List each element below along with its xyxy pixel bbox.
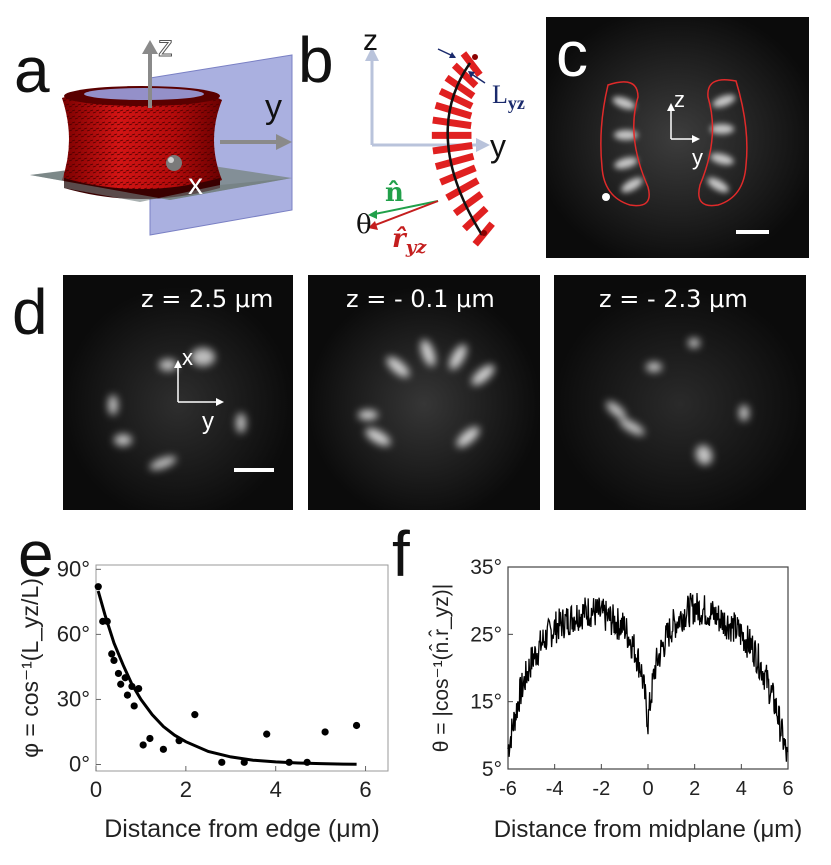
panel-a-3d-render [30,40,293,236]
panel-label-a: a [14,34,50,106]
y-tick-label-f: 5° [482,758,502,781]
panel-label-d: d [12,276,48,348]
director-rod [462,205,489,232]
r-hat-symbol: r̂ [392,224,406,254]
y-tick-label-e: 90° [57,556,90,581]
data-point-e [285,758,293,766]
x-tick-label-e: 2 [180,777,192,802]
x-axis-label-e: Distance from edge (μm) [104,815,380,843]
data-point-e [103,617,111,625]
panel-c-axis-y: y [692,145,703,170]
panel-b-L-label: Lyz [492,80,525,114]
x-tick-label-f: -6 [499,778,517,800]
director-rod [445,177,480,201]
panel-d-axes [174,360,224,406]
plot-frame-e [95,564,389,772]
x-tick-label-f: 4 [736,778,747,800]
L-subscript: yz [507,93,525,114]
x-tick-label-e: 0 [90,777,102,802]
y-axis-label-f: θ = |cos⁻¹(n̂.r̂_yz)| [429,584,453,752]
panel-d-axis-x: x [182,345,193,370]
data-point-e [321,728,329,736]
director-rod [438,87,474,110]
data-point-e [352,721,361,730]
y-tick-label-f: 35° [470,556,502,579]
data-point-e [146,734,154,743]
panel-d-scale-bar [234,468,274,472]
x-tick-label-f: 6 [782,778,793,800]
panel-b-theta: θ [356,210,372,240]
director-rod [460,51,483,77]
panel-a-axis-z: z [158,30,174,64]
data-point-e [121,674,129,682]
x-tick-label-e: 6 [359,777,371,802]
slice-1-depth: z = 2.5 μm [141,285,274,313]
panel-label-f: f [392,518,410,590]
data-point-e [135,685,143,693]
data-point-e [175,737,183,745]
director-rod [452,191,484,217]
y-tick-label-e: 30° [57,686,90,711]
director-rod [434,101,473,120]
panel-c-axis-z: z [674,87,685,112]
y-tick-label-e: 60° [57,621,90,646]
panel-b-axis-y: y [490,128,506,164]
panel-d-axis-y: y [202,408,214,435]
chart-e: 0 2 4 60°30°60°90°Distance from edge (μm)φ … [17,556,389,843]
y-tick-label-e: 0° [69,751,90,776]
director-rod [444,74,476,100]
slice-2-depth: z = - 0.1 μm [346,285,495,313]
data-point-e [123,691,132,699]
panel-b-r-hat: r̂yz [392,224,426,258]
L-symbol: L [492,80,508,109]
data-point-e [94,583,102,591]
panel-a-axis-y: y [265,88,282,126]
x-tick-label-f: 0 [642,778,653,800]
data-point-e [240,758,248,766]
x-tick-label-e: 4 [270,777,282,802]
x-tick-label-f: 2 [689,778,700,800]
data-point-e [108,650,116,658]
director-rod [439,164,477,186]
panel-label-b: b [298,24,334,96]
data-point-e [191,711,199,719]
data-point-e [159,745,167,753]
panel-a-axis-x: x [188,168,203,201]
panel-b-axis-z: z [363,24,378,57]
y-axis-label-e: φ = cos⁻¹(L_yz/L) [17,578,43,758]
x-axis-label-f: Distance from midplane (μm) [494,816,803,843]
data-point-e [128,682,136,691]
panel-label-c: c [556,18,588,90]
x-tick-label-f: -4 [546,778,564,800]
y-tick-label-f: 15° [470,691,502,714]
trace-line-f [507,592,789,762]
x-tick-label-f: -2 [592,778,610,800]
director-rod [432,116,472,130]
y-tick-label-f: 25° [470,623,502,646]
data-point-e [218,758,226,766]
data-point-e [117,680,125,688]
panel-c-image: z y [546,17,809,258]
panel-label-e: e [18,518,54,590]
panel-b-n-hat: n̂ [385,178,404,208]
director-rod [434,152,475,170]
plot-frame-f [507,566,789,770]
data-point-e [110,656,118,665]
director-rods [431,51,495,247]
data-point-e [139,741,147,749]
director-rod [432,142,473,155]
fit-curve-e [96,590,357,766]
r-hat-subscript: yz [405,237,427,259]
data-point-e [130,702,138,710]
panel-d-slice-3: z = - 2.3 μm [554,275,806,510]
data-point-e [263,730,271,738]
slice-3-depth: z = - 2.3 μm [599,285,748,313]
panel-d-slice-2: z = - 0.1 μm [308,275,540,510]
data-point-e [303,758,311,766]
panel-b-schematic [365,47,495,247]
data-point-e [114,669,123,678]
director-rod [451,62,479,89]
chart-f: -6 -4 -2 0 2 4 6 5° 15° 25° 35° Distance from midpl… [429,556,803,843]
